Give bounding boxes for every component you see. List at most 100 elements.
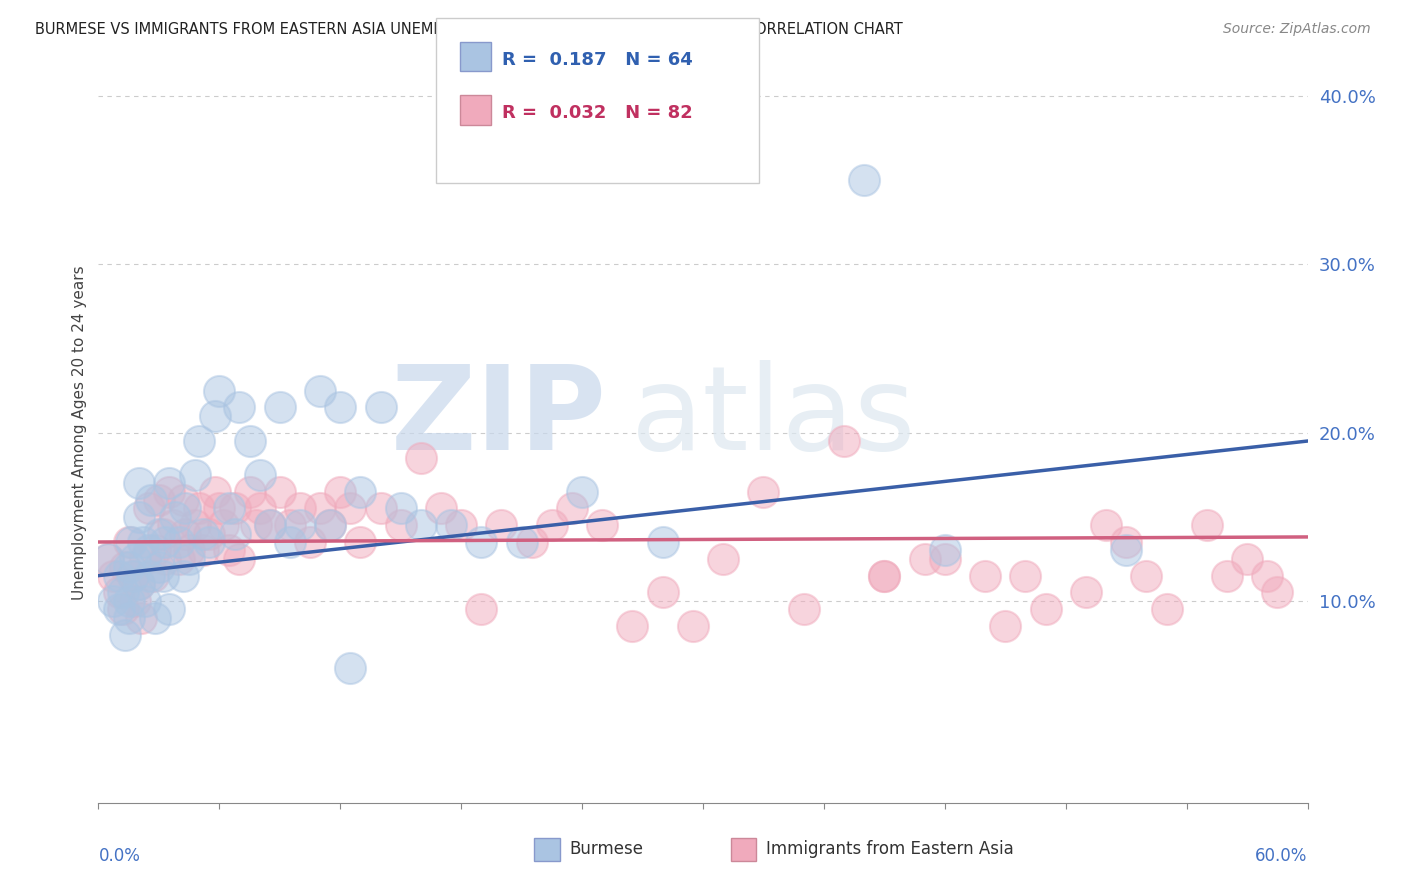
Point <box>711 551 734 566</box>
Point <box>1014 568 1036 582</box>
Point <box>470 535 492 549</box>
Point <box>349 535 371 549</box>
Point <box>1135 568 1157 582</box>
Point <box>157 602 180 616</box>
Point <box>132 535 155 549</box>
Point <box>1256 568 1278 582</box>
Point <box>389 518 412 533</box>
Point <box>97 551 120 566</box>
Point <box>1074 585 1097 599</box>
Point <box>540 518 562 533</box>
Text: ZIP: ZIP <box>391 360 606 475</box>
Point <box>138 543 160 558</box>
Point <box>120 535 142 549</box>
Point <box>97 551 120 566</box>
Point <box>711 122 734 136</box>
Point <box>430 501 453 516</box>
Point <box>269 401 291 415</box>
Point <box>121 568 143 582</box>
Point <box>389 501 412 516</box>
Point <box>218 543 240 558</box>
Point <box>118 594 141 608</box>
Point <box>239 484 262 499</box>
Point <box>409 518 432 533</box>
Point <box>172 568 194 582</box>
Point <box>409 450 432 465</box>
Point <box>288 518 311 533</box>
Point <box>198 535 221 549</box>
Point <box>319 518 342 533</box>
Point <box>138 501 160 516</box>
Point <box>832 434 855 448</box>
Point <box>193 526 215 541</box>
Point <box>167 551 190 566</box>
Point <box>994 619 1017 633</box>
Point <box>179 543 201 558</box>
Point <box>873 568 896 582</box>
Point <box>249 467 271 482</box>
Point <box>129 610 152 624</box>
Point <box>370 401 392 415</box>
Point <box>128 577 150 591</box>
Point <box>111 602 134 616</box>
Point <box>148 526 170 541</box>
Point <box>184 467 207 482</box>
Point <box>174 526 197 541</box>
Point <box>520 535 543 549</box>
Point <box>162 518 184 533</box>
Point <box>651 535 673 549</box>
Point <box>157 484 180 499</box>
Point <box>1035 602 1057 616</box>
Point <box>621 619 644 633</box>
Point <box>148 492 170 507</box>
Point <box>193 543 215 558</box>
Point <box>153 535 176 549</box>
Point <box>914 551 936 566</box>
Point <box>299 535 322 549</box>
Point <box>561 501 583 516</box>
Point <box>339 501 361 516</box>
Point <box>179 551 201 566</box>
Point <box>188 434 211 448</box>
Point <box>208 384 231 398</box>
Point <box>124 594 146 608</box>
Text: R =  0.187   N = 64: R = 0.187 N = 64 <box>502 51 693 69</box>
Point <box>121 568 143 582</box>
Point <box>752 484 775 499</box>
Point <box>134 551 156 566</box>
Point <box>591 518 613 533</box>
Point <box>510 535 533 549</box>
Point <box>651 585 673 599</box>
Text: R =  0.032   N = 82: R = 0.032 N = 82 <box>502 104 693 122</box>
Point <box>218 501 240 516</box>
Point <box>1267 585 1289 599</box>
Point <box>339 661 361 675</box>
Point <box>134 594 156 608</box>
Point <box>139 492 162 507</box>
Point <box>934 551 956 566</box>
Point <box>1095 518 1118 533</box>
Point <box>163 509 186 524</box>
Point <box>167 535 190 549</box>
Point <box>128 577 150 591</box>
Point <box>107 585 129 599</box>
Point <box>682 619 704 633</box>
Point <box>329 484 352 499</box>
Point <box>114 627 136 641</box>
Point <box>793 602 815 616</box>
Point <box>152 568 174 582</box>
Point <box>319 518 342 533</box>
Point <box>107 568 129 582</box>
Point <box>172 492 194 507</box>
Y-axis label: Unemployment Among Ages 20 to 24 years: Unemployment Among Ages 20 to 24 years <box>72 265 87 600</box>
Point <box>107 602 129 616</box>
Point <box>309 501 332 516</box>
Point <box>470 602 492 616</box>
Point <box>188 501 211 516</box>
Point <box>101 568 124 582</box>
Point <box>174 501 197 516</box>
Point <box>853 173 876 187</box>
Point <box>143 610 166 624</box>
Point <box>1156 602 1178 616</box>
Point <box>143 543 166 558</box>
